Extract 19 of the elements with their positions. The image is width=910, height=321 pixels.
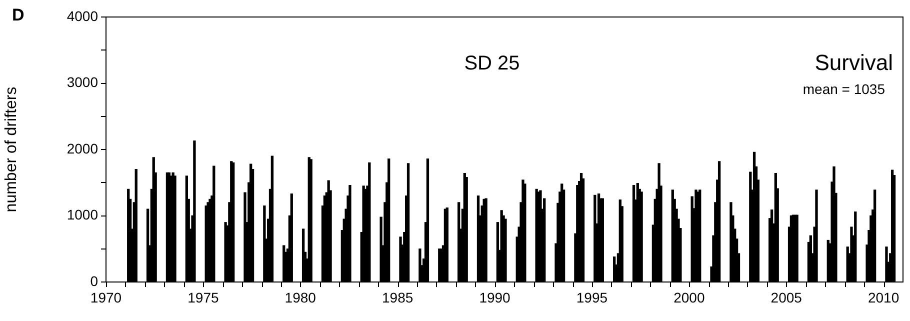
- x-tick-label: 1985: [382, 289, 414, 306]
- y-axis-title: number of drifters: [3, 86, 20, 212]
- y-tick-label: 0: [90, 272, 98, 289]
- x-tick-label: 2010: [868, 289, 900, 306]
- x-tick-label: 2005: [770, 289, 802, 306]
- annotation: Survival: [814, 50, 893, 76]
- x-tick-label: 1970: [90, 289, 122, 306]
- x-tick-label: 1975: [188, 289, 219, 306]
- y-tick-label: 3000: [66, 74, 98, 90]
- y-tick-label: 1000: [66, 206, 98, 223]
- x-tick-label: 2000: [674, 289, 705, 306]
- y-tick-label: 4000: [66, 8, 98, 24]
- text: SD 25: [464, 52, 520, 75]
- x-tick-label: 1980: [284, 289, 316, 306]
- text: D: [12, 6, 24, 25]
- annotation: mean = 1035: [802, 80, 886, 97]
- x-tick-label: 1990: [479, 289, 511, 306]
- x-tick-label: 1995: [576, 289, 608, 306]
- y-tick-label: 2000: [66, 140, 98, 156]
